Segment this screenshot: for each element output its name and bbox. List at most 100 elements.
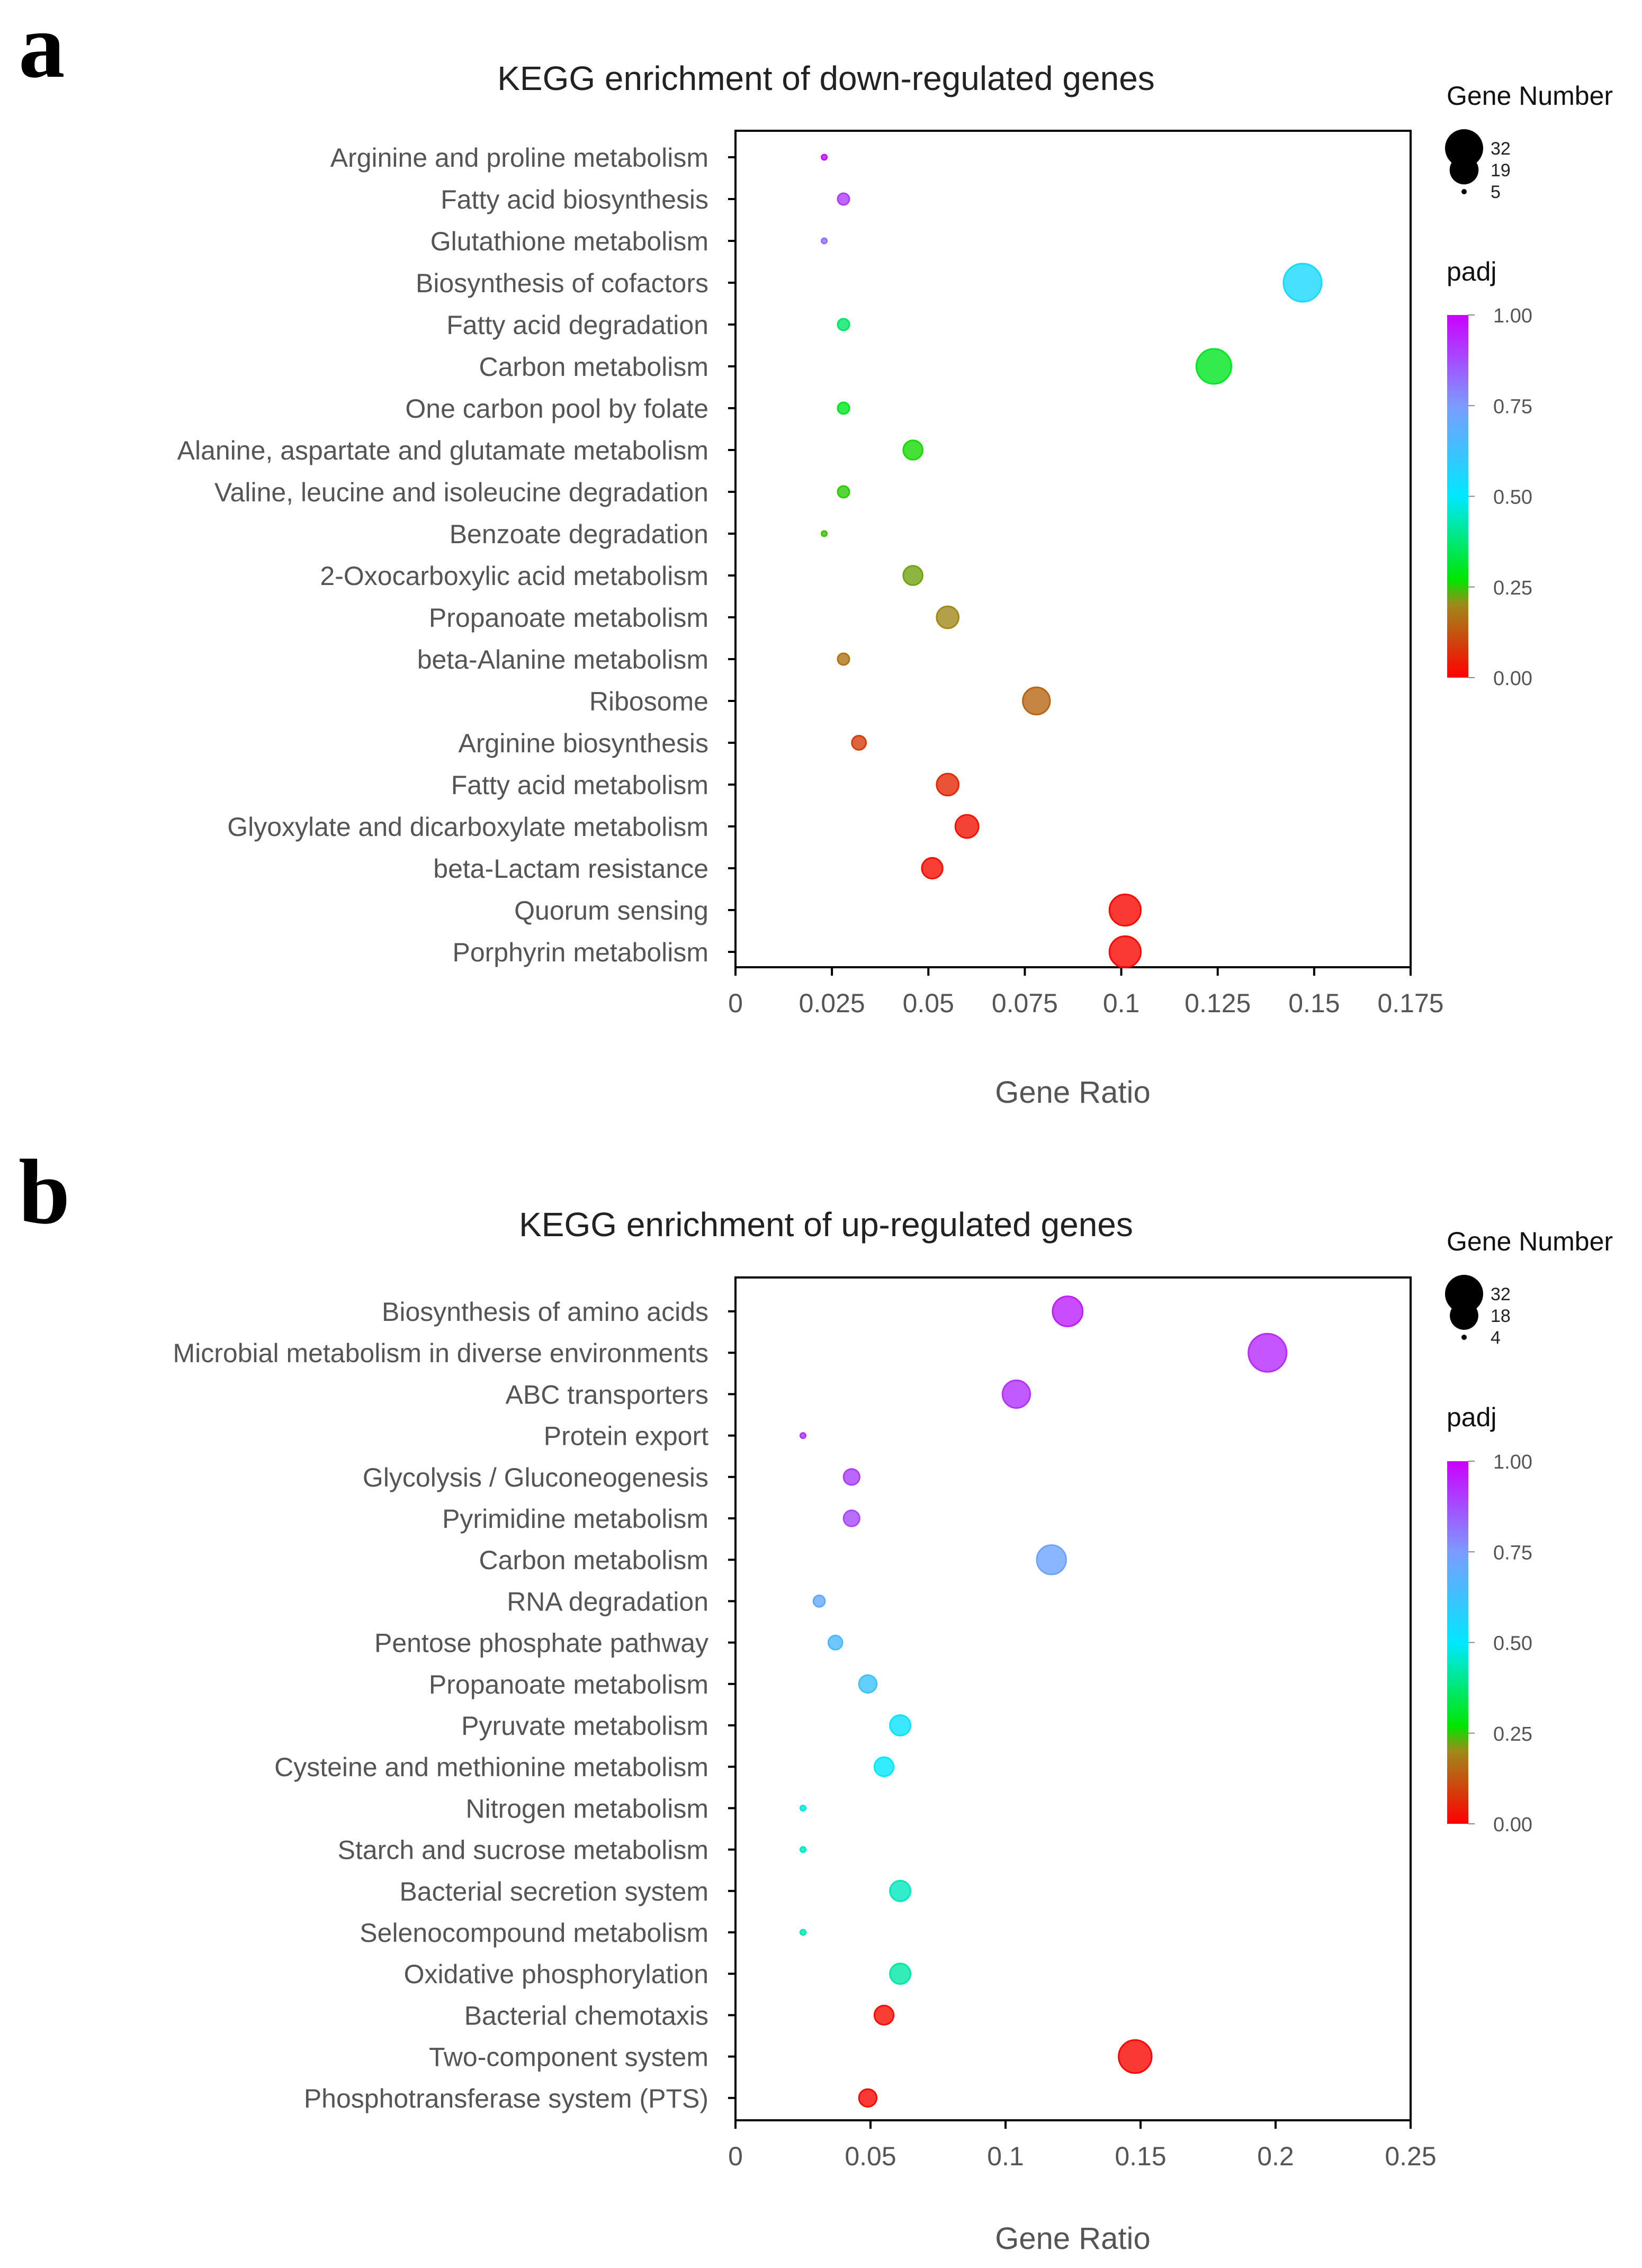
- panel-a-colorbar-tick-label: 0.25: [1493, 577, 1532, 599]
- panel-b-size-legend-dot: [1461, 1335, 1467, 1340]
- panel-a-category-label: Fatty acid biosynthesis: [441, 185, 708, 214]
- panel-a-size-legend-label: 19: [1491, 160, 1511, 181]
- panel-a-point: [837, 192, 850, 206]
- panel-a-y-axis: Arginine and proline metabolism Fatty aci…: [177, 143, 735, 967]
- panel-b-size-legend-label: 4: [1491, 1328, 1501, 1348]
- panel-b-size-legend-title: Gene Number: [1447, 1227, 1613, 1256]
- panel-a-point: [902, 439, 923, 461]
- panel-b-point: [812, 1595, 826, 1608]
- panel-a-point: [1195, 348, 1232, 385]
- panel-a-point: [1282, 263, 1323, 303]
- panel-a-category-label: Benzoate degradation: [450, 519, 708, 549]
- panel-b-color-legend-title: padj: [1447, 1402, 1497, 1432]
- panel-a-point: [851, 735, 867, 751]
- panel-a-title: KEGG enrichment of down-regulated genes: [497, 59, 1155, 97]
- panel-a-x-tick-label: 0: [728, 988, 743, 1018]
- panel-b-category-label: ABC transporters: [506, 1380, 708, 1409]
- panel-b-category-label: Pentose phosphate pathway: [374, 1628, 708, 1658]
- panel-b-title: KEGG enrichment of up-regulated genes: [519, 1205, 1133, 1244]
- panel-a-points: [821, 154, 1323, 969]
- panel-a-category-label: Alanine, aspartate and glutamate metabol…: [177, 436, 708, 465]
- panel-b-points: [800, 1295, 1288, 2108]
- panel-b-point: [800, 1432, 806, 1439]
- panel-a-point: [936, 772, 960, 797]
- panel-b-category-label: Two-component system: [429, 2042, 708, 2072]
- panel-b-x-axis-label: Gene Ratio: [995, 2221, 1150, 2256]
- panel-a-x-tick-label: 0.075: [992, 988, 1058, 1018]
- panel-a-colorbar: [1447, 315, 1468, 678]
- panel-a-color-legend-title: padj: [1447, 257, 1497, 286]
- panel-b-point: [842, 1468, 860, 1486]
- panel-b-point: [800, 1846, 806, 1853]
- panel-b-x-tick-label: 0: [728, 2141, 743, 2171]
- panel-a-x-tick-label: 0.05: [903, 988, 954, 1018]
- panel-b-colorbar-tick-label: 0.50: [1493, 1633, 1532, 1655]
- panel-a-size-legend-label: 32: [1491, 139, 1511, 159]
- panel-b-point: [889, 1879, 911, 1902]
- panel-a-category-label: beta-Alanine metabolism: [417, 645, 708, 674]
- panel-a-colorbar-tick-label: 0.00: [1493, 668, 1532, 690]
- panel-a-x-tick-label: 0.175: [1377, 988, 1443, 1018]
- panel-b-category-label: Propanoate metabolism: [429, 1670, 708, 1699]
- panel-a-point: [837, 652, 850, 666]
- panel-a-point: [837, 401, 850, 415]
- panel-b-point: [1001, 1379, 1031, 1409]
- panel-b-point: [873, 2004, 895, 2026]
- panel-a-point: [921, 857, 944, 880]
- panel-a-colorbar-tick-label: 1.00: [1493, 305, 1532, 327]
- panel-b-point: [858, 1674, 878, 1694]
- panel-a-x-axis: 0 0.025 0.05 0.075 0.1 0.125 0.15 0.175: [728, 967, 1444, 1018]
- panel-b-category-label: Pyrimidine metabolism: [442, 1504, 708, 1534]
- panel-b-category-label: Pyruvate metabolism: [461, 1711, 708, 1741]
- panel-b-point: [1248, 1333, 1288, 1373]
- panel-a-category-label: Ribosome: [589, 687, 708, 716]
- panel-a-letter: a: [19, 0, 65, 97]
- panel-b-point: [800, 1929, 806, 1936]
- panel-b-colorbar-tick-label: 0.00: [1493, 1814, 1532, 1836]
- panel-a-category-label: Fatty acid metabolism: [451, 770, 708, 800]
- panel-b-x-tick-label: 0.1: [987, 2141, 1024, 2171]
- panel-b-category-label: RNA degradation: [507, 1587, 708, 1616]
- panel-a-size-legend-dot: [1461, 189, 1467, 194]
- panel-a-colorbar-tick-label: 0.50: [1493, 487, 1532, 509]
- panel-a-point: [1108, 893, 1142, 927]
- panel-b-category-label: Carbon metabolism: [479, 1545, 708, 1575]
- panel-a-point: [821, 237, 828, 245]
- panel-a-point: [936, 605, 960, 629]
- panel-b-size-legend-dot: [1450, 1301, 1478, 1330]
- panel-b-category-label: Phosphotransferase system (PTS): [304, 2084, 708, 2113]
- panel-b-point: [1036, 1544, 1067, 1576]
- panel-a-size-legend-dot: [1445, 129, 1483, 167]
- panel-a-category-label: One carbon pool by folate: [405, 394, 708, 424]
- panel-b-size-legend-dot: [1445, 1275, 1483, 1313]
- panel-b-x-tick-label: 0.15: [1115, 2141, 1166, 2171]
- panel-b-category-label: Selenocompound metabolism: [360, 1918, 708, 1948]
- panel-b-point: [858, 2088, 878, 2108]
- panel-a-category-label: Glutathione metabolism: [430, 227, 708, 256]
- panel-a-size-legend-label: 5: [1491, 182, 1501, 202]
- panel-b-category-label: Microbial metabolism in diverse environm…: [173, 1338, 709, 1368]
- panel-a-category-label: Carbon metabolism: [479, 352, 708, 382]
- panel-a: a KEGG enrichment of down-regulated gene…: [19, 0, 1613, 1110]
- panel-a-point: [821, 530, 828, 537]
- panel-a-category-label: Glyoxylate and dicarboxylate metabolism: [227, 812, 708, 842]
- panel-a-point: [837, 485, 850, 499]
- panel-a-category-label: Arginine and proline metabolism: [330, 143, 708, 173]
- panel-b-point: [827, 1634, 844, 1651]
- panel-b-category-label: Bacterial secretion system: [399, 1877, 708, 1906]
- panel-a-category-label: Arginine biosynthesis: [459, 728, 709, 758]
- panel-a-category-label: 2-Oxocarboxylic acid metabolism: [320, 561, 708, 591]
- panel-a-color-legend: padj 1.00 0.75 0.50 0.25 0.00: [1447, 257, 1532, 690]
- panel-b-category-label: Starch and sucrose metabolism: [338, 1835, 708, 1865]
- panel-a-point: [902, 565, 923, 586]
- panel-b-x-tick-label: 0.05: [845, 2141, 896, 2171]
- panel-b-category-label: Biosynthesis of amino acids: [382, 1297, 708, 1327]
- panel-b: b KEGG enrichment of up-regulated genes …: [19, 1140, 1613, 2256]
- panel-b-point: [800, 1804, 806, 1812]
- panel-a-x-tick-label: 0.025: [799, 988, 865, 1018]
- panel-b-colorbar-tick-label: 0.75: [1493, 1542, 1532, 1564]
- panel-a-plot-frame: [734, 130, 1412, 968]
- panel-b-letter: b: [19, 1140, 70, 1243]
- panel-a-x-axis-label: Gene Ratio: [995, 1075, 1150, 1110]
